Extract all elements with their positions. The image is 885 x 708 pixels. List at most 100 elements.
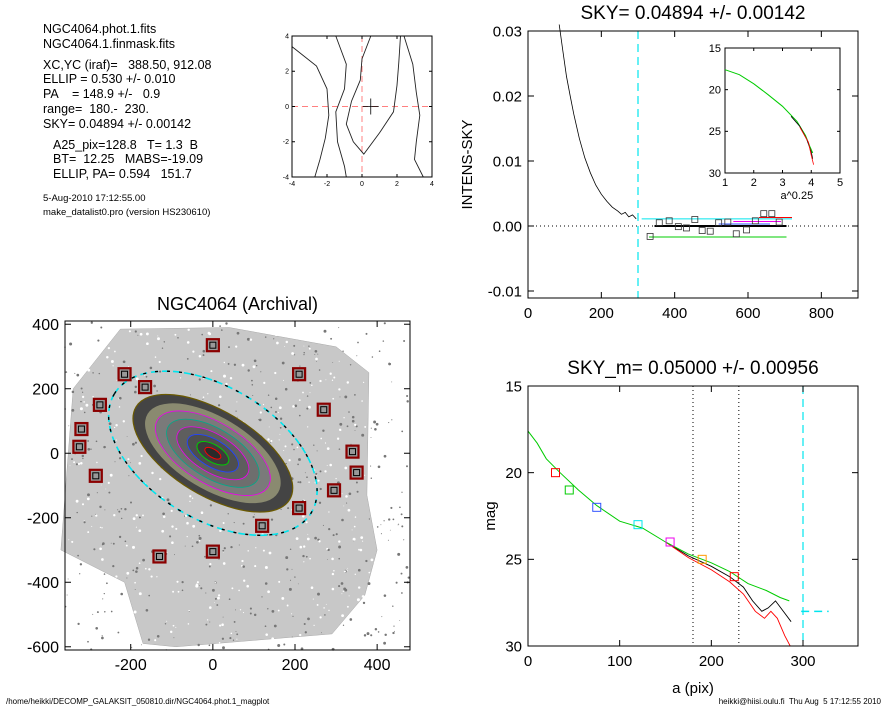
field-speck [75,463,78,466]
field-speck [96,598,98,600]
field-speck [239,609,242,611]
field-speck [371,477,375,481]
field-speck [76,511,78,514]
mask-box [117,367,132,382]
field-speck [76,373,80,377]
field-speck [128,330,131,333]
field-speck [175,626,177,628]
mag-box-red [551,468,560,478]
field-speck [169,630,173,634]
field-speck [102,542,105,545]
sky-box [698,227,706,234]
field-speck [79,563,83,566]
field-speck [247,369,250,372]
sky-box [691,216,699,223]
field-speck [373,424,375,426]
field-speck [219,395,222,399]
field-speck [283,450,285,451]
field-speck [115,439,117,441]
field-speck [299,481,302,484]
y-tick-label: 2 [285,69,289,76]
field-speck [174,333,177,336]
field-speck [401,491,403,493]
field-speck [319,616,322,619]
field-speck [83,521,86,524]
field-speck [238,589,240,592]
info-panel: NGC4064.phot.1.fits NGC4064.1.finmask.fi… [43,22,212,220]
field-speck [382,422,385,425]
field-speck [362,381,365,384]
y-tick-label: 20 [709,85,721,97]
field-speck [73,628,76,631]
field-speck [285,462,287,465]
field-speck [150,575,153,578]
field-speck [249,612,252,615]
outer-isophote [132,393,294,513]
field-speck [395,529,399,532]
field-speck [218,641,221,644]
black-curve [665,541,792,622]
field-speck [348,411,350,413]
field-speck [406,394,409,398]
field-speck [379,616,382,619]
field-speck [134,330,137,333]
field-speck [394,351,398,355]
field-speck [164,623,167,625]
field-speck [214,597,217,600]
x-tick-label: 200 [589,305,614,322]
field-speck [75,591,78,595]
mag-xlabel: a (pix) [672,680,714,697]
field-speck [347,508,351,512]
field-speck [202,399,204,401]
field-speck [90,321,93,324]
field-speck [134,441,138,444]
field-speck [202,349,206,353]
field-speck [347,567,349,569]
field-speck [73,461,76,464]
field-speck [230,632,233,635]
field-speck [356,355,358,357]
field-speck [317,353,319,355]
field-speck [383,322,386,325]
info-file2: NGC4064.1.finmask.fits [43,36,175,51]
field-speck [173,637,175,639]
field-speck [316,450,318,452]
field-speck [122,360,126,364]
field-speck [307,405,311,409]
field-speck [108,491,111,494]
x-tick-label: 300 [790,653,815,670]
sky-frame [527,30,859,299]
field-speck [65,371,68,373]
field-speck [262,549,265,552]
field-speck [99,547,102,551]
magnitude-profile-chart: SKY_m= 0.05000 +/- 0.00956 mag a (pix) 0 100… [482,358,859,697]
field-speck [387,539,389,541]
field-speck [195,584,199,588]
field-speck [324,442,327,444]
field-speck [341,518,344,522]
field-speck [144,567,147,570]
field-speck [342,323,345,326]
field-speck [377,465,381,469]
x-tick-label: 2 [751,177,757,189]
field-speck [202,396,205,398]
field-speck [101,527,103,529]
field-speck [77,462,81,466]
inset-xlabel: a^0.25 [781,190,814,202]
mag-box-cyan [633,520,643,530]
field-speck [263,327,266,330]
field-speck [306,407,309,410]
field-speck [353,525,356,528]
field-speck [95,440,98,443]
field-speck [401,611,404,615]
field-speck [315,357,318,361]
field-speck [198,534,201,537]
field-speck [115,424,118,427]
field-speck [81,395,85,399]
field-speck [236,638,238,640]
field-speck [83,401,85,403]
field-speck [294,576,296,578]
field-speck [114,350,116,353]
field-speck [154,639,157,642]
sky-box [724,218,732,226]
